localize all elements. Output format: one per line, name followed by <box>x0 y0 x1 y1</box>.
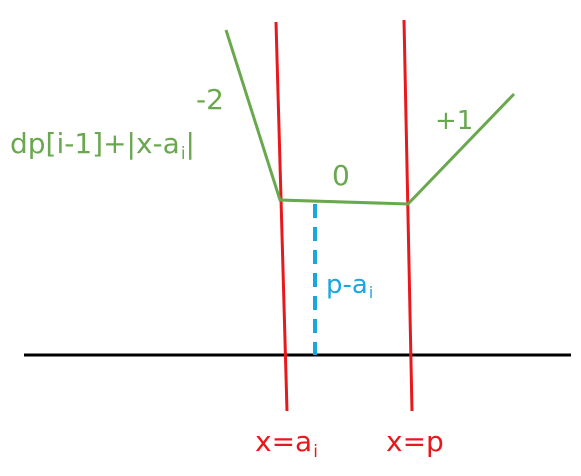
vertical-line-x-eq-ai <box>274 21 289 412</box>
piecewise-function-curve <box>224 29 516 206</box>
slope-right-label: +1 <box>435 106 474 136</box>
distance-label: p-ai <box>326 270 374 303</box>
slope-middle-label: 0 <box>332 159 350 192</box>
line-ai-label: x=ai <box>255 425 318 461</box>
slope-left-label: -2 <box>196 83 224 116</box>
function-label: dp[i-1]+|x-ai| <box>10 127 195 163</box>
line-p-label: x=p <box>386 425 444 458</box>
vertical-line-x-eq-p <box>402 19 414 412</box>
